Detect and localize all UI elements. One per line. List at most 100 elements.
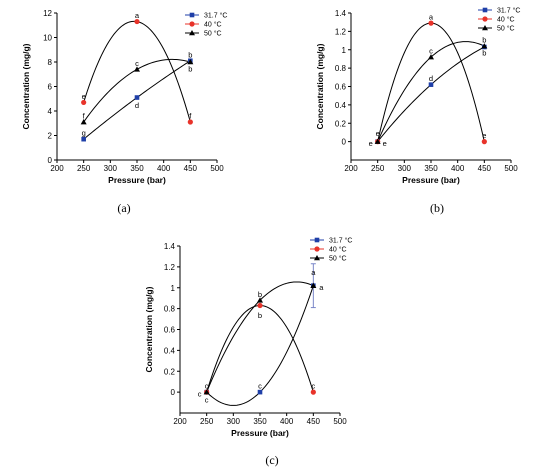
x-tick-label: 350 [130, 164, 144, 173]
point-label: f [83, 112, 86, 121]
data-point [187, 59, 194, 65]
data-point [257, 302, 263, 309]
x-tick-label: 200 [173, 417, 187, 426]
data-point [80, 119, 87, 125]
data-point [257, 297, 263, 303]
x-axis-title: Pressure (bar) [108, 175, 166, 185]
x-tick-label: 400 [157, 164, 171, 173]
legend-marker [189, 21, 195, 27]
panel-caption: (b) [430, 201, 444, 215]
x-tick-label: 450 [478, 164, 492, 173]
x-tick-label: 500 [333, 417, 347, 426]
x-tick-label: 350 [253, 417, 267, 426]
y-tick-label: 0.4 [164, 346, 176, 355]
point-label: c [311, 382, 315, 391]
y-tick-label: 0 [342, 138, 347, 147]
legend-marker [482, 16, 488, 22]
point-label: e [376, 129, 380, 138]
point-label: c [205, 382, 209, 391]
x-tick-label: 400 [451, 164, 465, 173]
point-label: e [82, 92, 86, 101]
data-point [81, 99, 87, 106]
x-tick-label: 350 [424, 164, 438, 173]
data-point [481, 139, 487, 145]
y-tick-label: 1.2 [335, 27, 347, 36]
legend-entry-label: 31.7 °C [204, 12, 227, 20]
point-label: c [429, 47, 433, 56]
point-label: c [205, 396, 209, 405]
legend-marker [482, 7, 488, 13]
y-tick-label: 8 [48, 58, 53, 67]
x-axis-title: Pressure (bar) [402, 175, 460, 185]
legend-marker [189, 12, 195, 18]
x-tick-label: 500 [504, 164, 518, 173]
y-tick-label: 1.4 [335, 9, 347, 18]
x-tick-label: 250 [77, 164, 91, 173]
point-label: e [482, 131, 486, 140]
point-label: c [198, 390, 202, 399]
chart-panel-0: 200 250 300 350 400 450 500 0 2 4 6 8 10 12 Pressure (… [21, 9, 227, 215]
y-tick-label: 1.4 [164, 242, 176, 251]
y-tick-label: 0.8 [164, 305, 176, 314]
data-point [428, 20, 434, 26]
y-tick-label: 0.2 [335, 119, 347, 128]
legend-entry-label: 40 °C [329, 246, 347, 254]
x-tick-label: 250 [371, 164, 385, 173]
data-point [81, 136, 86, 142]
data-point [374, 138, 381, 144]
data-point [203, 389, 210, 395]
data-point [481, 43, 488, 49]
x-tick-label: 450 [184, 164, 198, 173]
legend-marker [314, 255, 320, 261]
point-label: f [189, 112, 192, 121]
point-label: c [135, 59, 139, 68]
point-label: b [258, 311, 262, 320]
series-curve-0 [377, 46, 485, 142]
legend-marker [189, 30, 195, 36]
data-point [310, 389, 316, 395]
x-axis-title: Pressure (bar) [231, 428, 289, 438]
x-tick-label: 450 [307, 417, 321, 426]
legend-entry-label: 40 °C [497, 16, 515, 24]
y-tick-label: 12 [43, 9, 52, 18]
y-tick-label: 6 [48, 83, 53, 92]
y-tick-label: 1 [342, 46, 347, 55]
data-point [428, 82, 434, 87]
x-tick-label: 200 [50, 164, 64, 173]
point-label: d [135, 101, 139, 110]
chart-panel-1: 200 250 300 350 400 450 500 0 0.2 0.4 0.6 0.8 1 1.2 1.… [315, 7, 520, 216]
y-tick-label: 0.8 [335, 64, 347, 73]
point-label: a [319, 283, 324, 292]
legend: 31.7 °C40 °C50 °C [478, 7, 520, 33]
point-label: b [482, 36, 486, 45]
legend-entry-label: 50 °C [329, 255, 347, 263]
point-label: a [135, 11, 140, 20]
data-point [134, 18, 140, 25]
data-point [310, 282, 317, 288]
y-tick-label: 0 [48, 156, 53, 165]
legend-marker [482, 25, 488, 31]
x-tick-label: 250 [200, 417, 214, 426]
data-point [428, 54, 434, 60]
point-label: a [311, 268, 316, 277]
point-label: c [258, 382, 262, 391]
point-label: d [429, 74, 433, 83]
x-tick-label: 300 [104, 164, 118, 173]
y-axis-title: Concentration (mg/g) [144, 286, 154, 372]
point-label: e [369, 139, 373, 148]
y-tick-label: 2 [48, 132, 53, 141]
legend-entry-label: 31.7 °C [329, 237, 352, 245]
point-label: g [82, 129, 86, 138]
point-label: a [429, 13, 434, 22]
data-point [134, 95, 140, 100]
y-tick-label: 4 [48, 107, 53, 116]
legend: 31.7 °C40 °C50 °C [310, 237, 352, 263]
legend-entry-label: 40 °C [204, 21, 222, 29]
y-axis-title: Concentration (mg/g) [21, 43, 31, 129]
y-tick-label: 10 [43, 34, 52, 43]
y-tick-label: 0 [171, 388, 176, 397]
data-point [134, 66, 140, 72]
y-tick-label: 1.2 [164, 263, 176, 272]
legend: 31.7 °C40 °C50 °C [185, 12, 227, 38]
